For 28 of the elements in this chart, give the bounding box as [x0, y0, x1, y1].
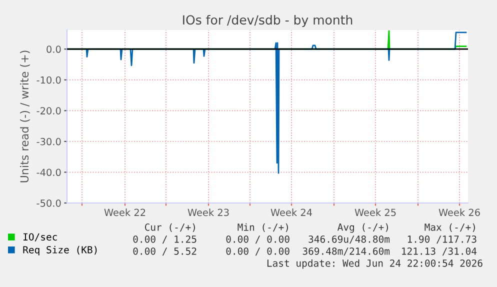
text: Avg (-/+) [338, 223, 388, 233]
text: 0.00 / 0.00 [226, 235, 290, 244]
text: 369.48m/214.60m [302, 247, 390, 256]
text: 0.00 / 1.25 [133, 235, 196, 244]
text: Min (-/+) [238, 223, 288, 232]
text: 0.00 / 0.00 [226, 247, 290, 256]
y-axis-title: Units read (-) / write (+) [20, 50, 30, 182]
y-tick-label: -50.0 [36, 199, 61, 207]
text: Cur (-/+) [144, 223, 195, 232]
x-tick-label: Week 22 [104, 208, 146, 216]
x-tick-label: Week 25 [354, 208, 396, 216]
x-tick-label: Week 23 [188, 208, 229, 216]
text: 121.13 /31.04 [402, 247, 477, 256]
text: Last update: Wed Jun 24 22:00:54 2026 [267, 259, 482, 269]
y-tick-label: -30.0 [36, 138, 61, 146]
legend-label: Req Size (KB) [23, 246, 97, 256]
y-tick-label: -10.0 [36, 76, 61, 84]
y-tick-label: -40.0 [36, 168, 61, 176]
y-tick-label: 0.0 [46, 46, 61, 53]
text: Max (-/+) [424, 223, 475, 232]
text: 1.90 /117.73 [408, 235, 476, 244]
legend-label: IO/sec [24, 233, 57, 242]
text: 346.69u/48.80m [308, 235, 390, 244]
x-tick-label: Week 26 [438, 208, 480, 216]
y-tick-label: -20.0 [36, 107, 61, 114]
chart-title: IOs for /dev/sdb - by month [183, 14, 352, 28]
text: 0.00 / 5.52 [133, 247, 196, 256]
x-tick-label: Week 24 [270, 208, 312, 216]
